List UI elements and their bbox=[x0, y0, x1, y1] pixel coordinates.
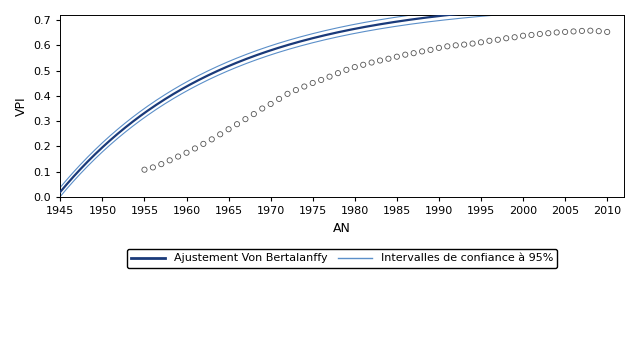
Point bbox=[156, 161, 166, 167]
Point bbox=[383, 56, 394, 62]
Point bbox=[307, 80, 318, 86]
Point bbox=[148, 165, 158, 170]
Point bbox=[249, 111, 259, 117]
Point bbox=[551, 30, 562, 35]
Point bbox=[560, 29, 570, 35]
Point bbox=[350, 64, 360, 70]
Point bbox=[358, 62, 368, 68]
Point bbox=[408, 50, 419, 56]
X-axis label: AN: AN bbox=[333, 222, 351, 234]
Point bbox=[375, 58, 385, 63]
Point bbox=[543, 30, 553, 36]
Point bbox=[434, 45, 444, 51]
Point bbox=[206, 136, 217, 142]
Legend: Ajustement Von Bertalanffy, Intervalles de confiance à 95%: Ajustement Von Bertalanffy, Intervalles … bbox=[127, 249, 557, 268]
Point bbox=[316, 77, 327, 83]
Point bbox=[426, 47, 436, 53]
Point bbox=[224, 126, 234, 132]
Point bbox=[181, 150, 192, 156]
Point bbox=[535, 31, 545, 37]
Point bbox=[325, 74, 335, 79]
Point bbox=[509, 34, 520, 40]
Point bbox=[232, 121, 242, 127]
Point bbox=[198, 141, 208, 147]
Point bbox=[602, 29, 612, 35]
Point bbox=[442, 43, 452, 49]
Point bbox=[400, 52, 410, 58]
Point bbox=[417, 49, 427, 54]
Point bbox=[585, 28, 596, 34]
Point bbox=[468, 41, 478, 47]
Point bbox=[501, 35, 511, 41]
Point bbox=[459, 42, 469, 48]
Point bbox=[476, 39, 486, 45]
Point bbox=[333, 70, 343, 76]
Point bbox=[484, 38, 495, 44]
Point bbox=[392, 54, 402, 59]
Point bbox=[518, 33, 528, 39]
Point bbox=[577, 28, 587, 34]
Point bbox=[594, 28, 604, 34]
Point bbox=[215, 131, 226, 137]
Point bbox=[493, 37, 503, 43]
Point bbox=[139, 167, 150, 173]
Point bbox=[190, 146, 200, 151]
Point bbox=[173, 154, 183, 159]
Point bbox=[527, 32, 537, 38]
Point bbox=[569, 29, 579, 34]
Point bbox=[257, 106, 267, 111]
Point bbox=[274, 96, 284, 102]
Point bbox=[450, 43, 461, 48]
Point bbox=[165, 158, 175, 163]
Point bbox=[291, 87, 301, 93]
Point bbox=[240, 116, 250, 122]
Y-axis label: VPI: VPI bbox=[15, 96, 28, 116]
Point bbox=[282, 91, 293, 97]
Point bbox=[299, 84, 309, 90]
Point bbox=[266, 101, 276, 107]
Point bbox=[341, 67, 351, 73]
Point bbox=[367, 60, 377, 66]
